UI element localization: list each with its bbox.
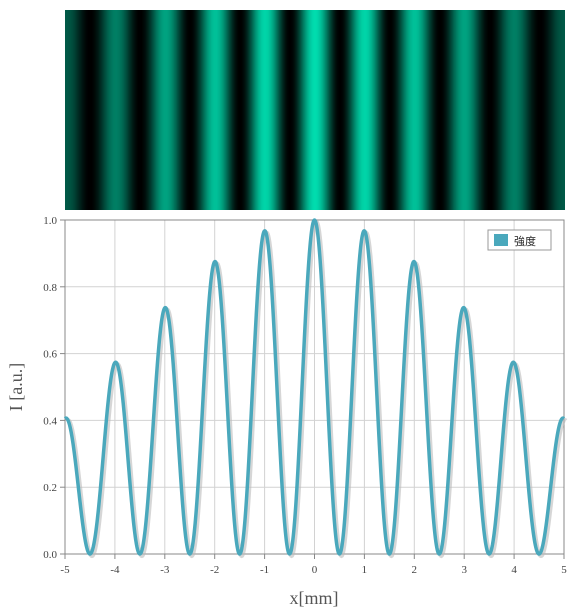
x-tick-label: 2 [412, 564, 418, 576]
legend-swatch [494, 234, 508, 246]
legend-label: 強度 [514, 234, 536, 248]
x-tick-label: -5 [60, 564, 70, 576]
x-tick-label: -2 [210, 564, 219, 576]
y-tick-label: 0.4 [43, 415, 57, 427]
x-tick-label: 5 [561, 564, 567, 576]
x-tick-label: 4 [511, 564, 517, 576]
plot-area [63, 218, 568, 559]
series-line-intensity [63, 218, 566, 556]
y-tick-label: 0.0 [43, 549, 57, 561]
y-tick-label: 1.0 [43, 215, 57, 227]
series-line-shadow [65, 219, 568, 559]
y-tick-label: 0.8 [43, 282, 57, 294]
x-tick-label: 0 [312, 564, 318, 576]
x-tick-label: -1 [260, 564, 269, 576]
x-tick-label: 1 [362, 564, 368, 576]
interference-fringe-image [65, 10, 565, 210]
legend: 強度 [487, 229, 552, 251]
x-axis-title: x[mm] [290, 588, 339, 608]
y-tick-label: 0.2 [43, 482, 57, 494]
x-tick-label: 3 [461, 564, 467, 576]
y-tick-labels: 0.0 0.2 0.4 0.6 0.8 1.0 [43, 215, 65, 561]
y-tick-label: 0.6 [43, 349, 57, 361]
grid [64, 219, 565, 555]
y-axis-title: I [a.u.] [6, 363, 26, 411]
x-tick-label: -3 [160, 564, 170, 576]
x-tick-labels: -5 -4 -3 -2 -1 0 1 2 3 4 5 [60, 554, 567, 576]
x-tick-label: -4 [110, 564, 120, 576]
